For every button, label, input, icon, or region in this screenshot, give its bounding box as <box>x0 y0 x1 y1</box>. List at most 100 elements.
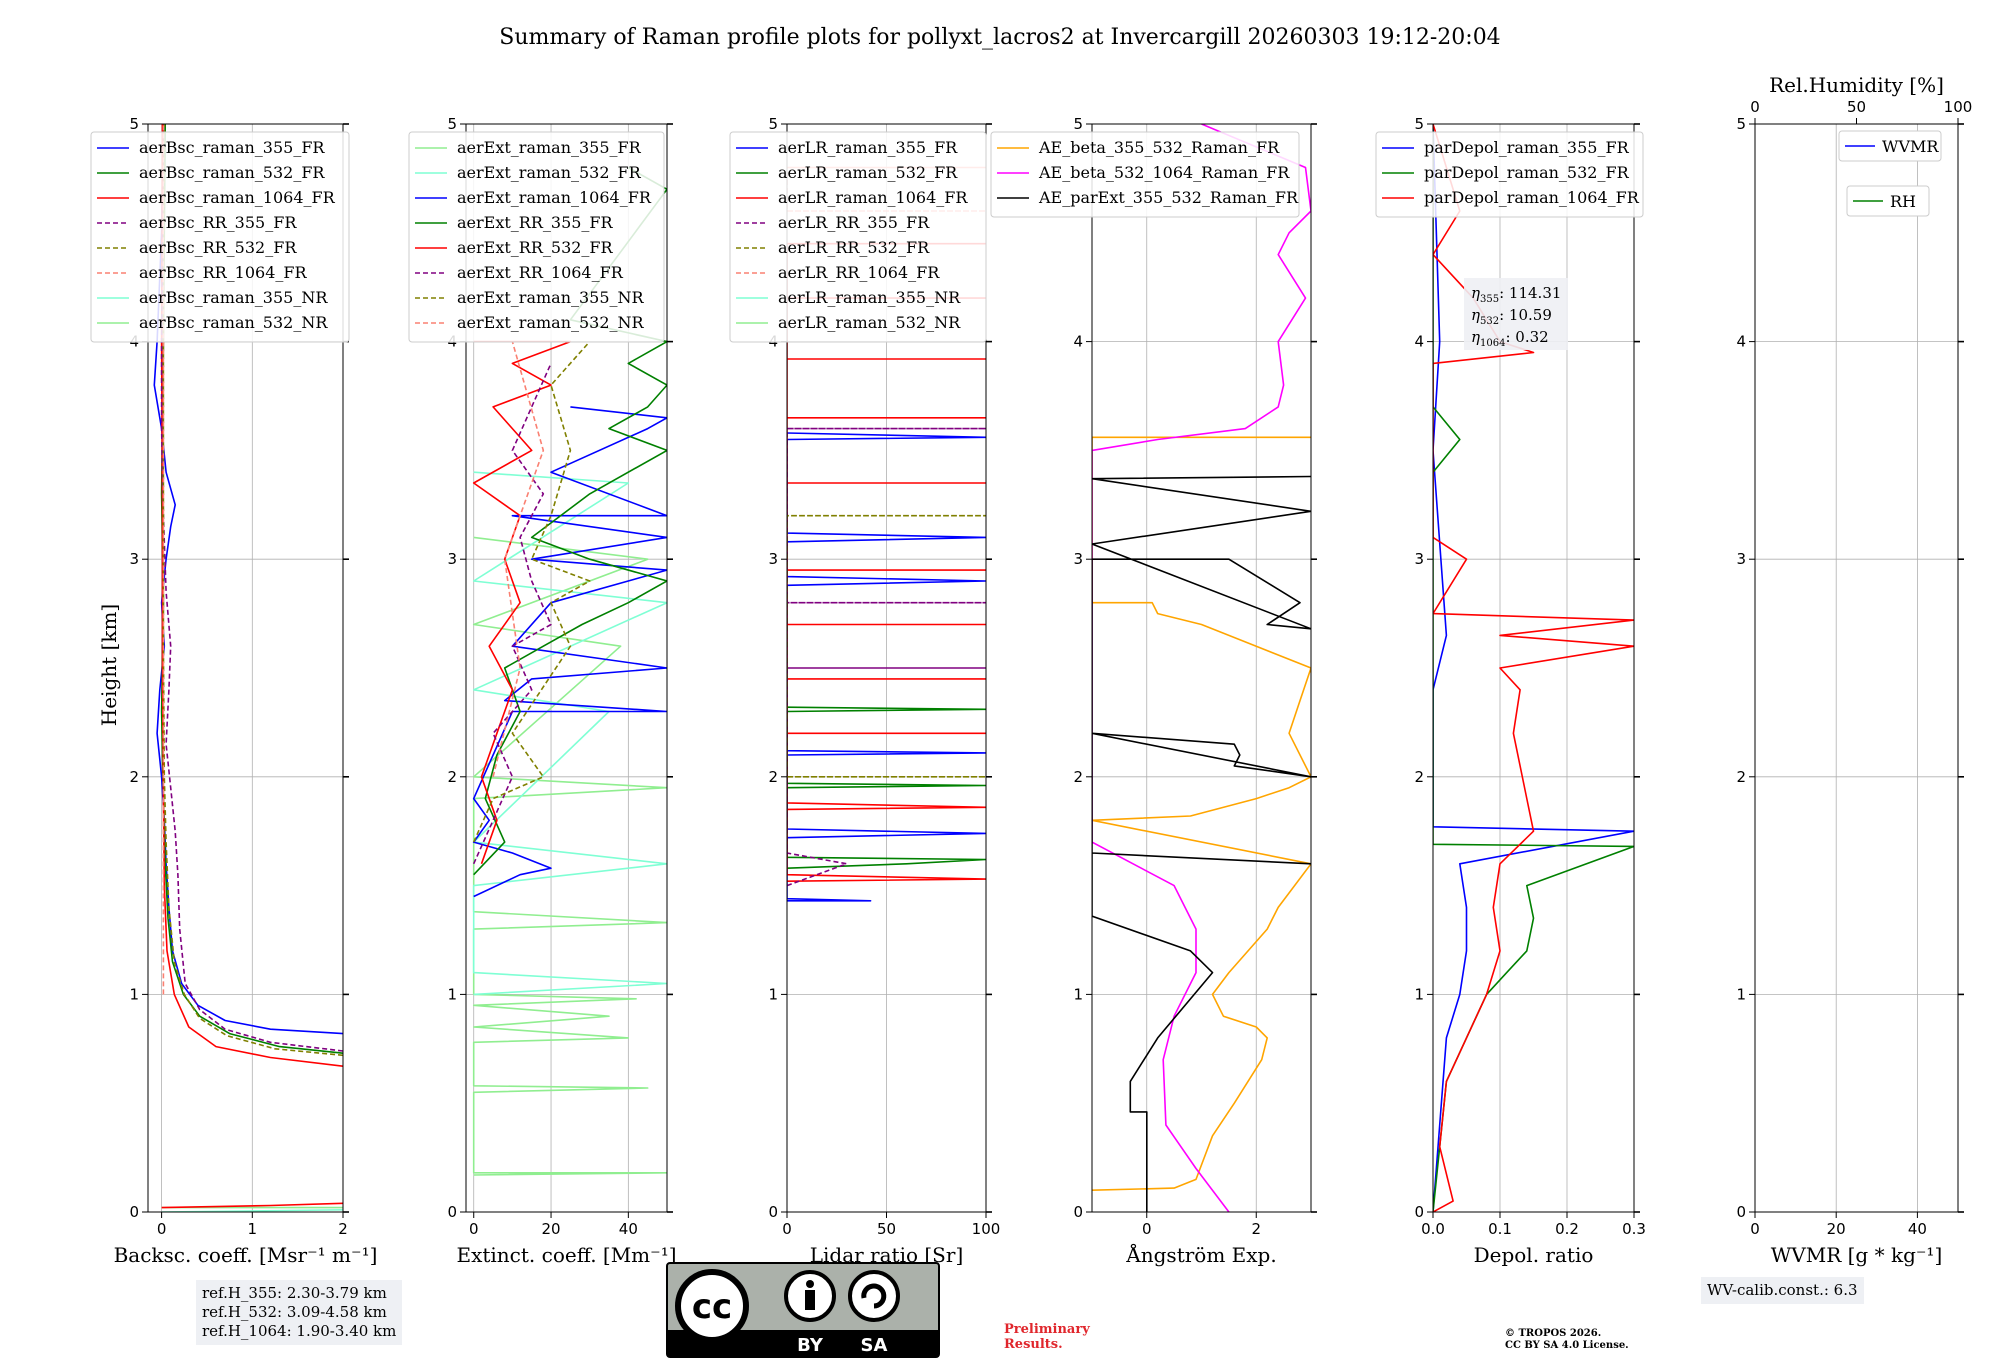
legend-label-ext-0: aerExt_raman_355_FR <box>457 138 642 157</box>
y-tick-label-bsc-2: 2 <box>129 768 139 786</box>
series-line-lr-1 <box>787 706 986 869</box>
legend-label-lr-3: aerLR_RR_355_FR <box>778 213 930 232</box>
y-tick-label-wv-3: 3 <box>1736 550 1746 568</box>
legend-label-lr-0: aerLR_raman_355_FR <box>778 138 958 157</box>
x-tick-label-bsc-2: 2 <box>338 1220 348 1238</box>
x-tick-label-ext-2: 40 <box>619 1220 638 1238</box>
y-tick-label-dep-2: 2 <box>1414 768 1424 786</box>
series-line-ae-1 <box>1092 124 1311 1212</box>
axes-frame-wv <box>1754 123 1959 1213</box>
x-tick-label-ext-0: 0 <box>469 1220 479 1238</box>
x-axis-label-wv: WVMR [g * kg⁻¹] <box>1771 1243 1943 1267</box>
legend-label-lr-7: aerLR_raman_532_NR <box>778 313 961 332</box>
legend-label-ext-4: aerExt_RR_532_FR <box>457 238 614 257</box>
legend-lr: aerLR_raman_355_FR aerLR_raman_532_FR aerL… <box>729 131 987 343</box>
reference-height-box: ref.H_355: 2.30-3.79 km ref.H_532: 3.09-… <box>196 1280 403 1345</box>
y-tick-label-ae-4: 4 <box>1073 333 1083 351</box>
panels: 012012345Backsc. coeff. [Msr⁻¹ m⁻¹]aerBs… <box>90 73 1973 1267</box>
series-line-lr-4 <box>787 514 986 778</box>
legend-dep: parDepol_raman_355_FR parDepol_raman_532_… <box>1375 131 1644 218</box>
by-icon-head <box>806 1280 814 1288</box>
y-tick-label-dep-3: 3 <box>1414 550 1424 568</box>
y-tick-label-wv-2: 2 <box>1736 768 1746 786</box>
y-tick-label-lr-1: 1 <box>768 985 778 1003</box>
series-line-bsc-0 <box>153 124 343 1035</box>
series-line-ae-0 <box>1092 436 1311 1191</box>
y-tick-label-dep-4: 4 <box>1414 333 1424 351</box>
y-tick-label-bsc-5: 5 <box>129 115 139 133</box>
y-tick-label-ext-5: 5 <box>447 115 457 133</box>
y-tick-label-lr-2: 2 <box>768 768 778 786</box>
top-axis-label-wv: Rel.Humidity [%] <box>1769 73 1944 97</box>
preliminary-line-2: Results. <box>1004 1337 1063 1352</box>
panel-ae: 0 2 0 1 2 3 4 5 Ångström Exp. AE_beta_355_532_Ram… <box>990 115 1317 1267</box>
legend-label-ae-2: AE_parExt_355_532_Raman_FR <box>1038 188 1299 207</box>
copyright-line-2: CC BY SA 4.0 License. <box>1505 1340 1629 1351</box>
x-tick-label-lr-2: 100 <box>972 1220 1001 1238</box>
x-tick-label-dep-0: 0.0 <box>1421 1220 1445 1238</box>
legend-ae: AE_beta_355_532_Raman_FR AE_beta_532_1064… <box>990 131 1300 218</box>
y-tick-label-ae-2: 2 <box>1073 768 1083 786</box>
legend-label-dep-1: parDepol_raman_532_FR <box>1424 163 1630 182</box>
top-tick-label-0: 0 <box>1750 98 1760 116</box>
legend-label-ae-0: AE_beta_355_532_Raman_FR <box>1038 138 1280 157</box>
y-tick-label-ext-2: 2 <box>447 768 457 786</box>
refh-line-1064: ref.H_1064: 1.90-3.40 km <box>202 1322 397 1340</box>
series-line-ext-0 <box>472 536 667 1176</box>
legend-box-bsc <box>90 131 350 343</box>
legend-box-ext <box>408 131 665 343</box>
x-axis-label-bsc: Backsc. coeff. [Msr⁻¹ m⁻¹] <box>114 1243 378 1267</box>
series-line-ext-6 <box>472 341 591 843</box>
copyright-note: © TROPOS 2026. CC BY SA 4.0 License. <box>1505 1328 1629 1352</box>
legend-box-lr <box>729 131 987 343</box>
y-tick-label-bsc-3: 3 <box>129 550 139 568</box>
legend-label-ext-6: aerExt_raman_355_NR <box>457 288 645 307</box>
top-tick-label-2: 100 <box>1944 98 1973 116</box>
legend-label-rh: RH <box>1890 192 1916 211</box>
series-line-dep-0 <box>1433 124 1634 1212</box>
cc-logo-icon <box>675 1269 749 1343</box>
x-tick-label-dep-3: 0.3 <box>1622 1220 1646 1238</box>
y-tick-label-ae-3: 3 <box>1073 550 1083 568</box>
figure-title: Summary of Raman profile plots for polly… <box>499 25 1500 50</box>
legend-label-ext-1: aerExt_raman_532_FR <box>457 163 642 182</box>
series-line-bsc-8 <box>161 1202 343 1209</box>
axes-frame-ae <box>1091 123 1312 1213</box>
copyright-line-1: © TROPOS 2026. <box>1505 1328 1602 1339</box>
y-tick-label-wv-0: 0 <box>1736 1203 1746 1221</box>
axes-frame-ext <box>465 123 668 1213</box>
legend-label-bsc-1: aerBsc_raman_532_FR <box>139 163 325 182</box>
wv-calib-text: WV-calib.const.: 6.3 <box>1707 1281 1858 1299</box>
legend-bsc: aerBsc_raman_355_FR aerBsc_raman_532_FRae… <box>90 131 350 343</box>
x-axis-label-ext: Extinct. coeff. [Mm⁻¹] <box>456 1243 676 1267</box>
sa-icon-arrow <box>861 1283 887 1309</box>
legend-rh: RH <box>1846 185 1930 217</box>
series-line-ext-2 <box>472 406 667 898</box>
legend-label-lr-1: aerLR_raman_532_FR <box>778 163 958 182</box>
legend-label-lr-2: aerLR_raman_1064_FR <box>778 188 968 207</box>
by-icon-body <box>805 1290 815 1310</box>
by-label: BY <box>797 1335 824 1356</box>
y-tick-label-wv-1: 1 <box>1736 985 1746 1003</box>
legend-label-lr-5: aerLR_RR_1064_FR <box>778 263 940 282</box>
legend-box-wvmr <box>1838 130 1942 162</box>
legend-box-dep <box>1375 131 1644 218</box>
top-tick-label-1: 50 <box>1847 98 1866 116</box>
panel-bsc: 012012345Backsc. coeff. [Msr⁻¹ m⁻¹]aerBs… <box>90 115 378 1267</box>
legend-label-bsc-6: aerBsc_raman_355_NR <box>139 288 328 307</box>
series-line-lr-3 <box>787 427 986 887</box>
axes-frame-dep <box>1432 123 1635 1213</box>
legend-label-bsc-3: aerBsc_RR_355_FR <box>139 213 297 232</box>
series-group-ext <box>472 166 667 1176</box>
y-tick-label-ae-5: 5 <box>1073 115 1083 133</box>
x-tick-label-wv-0: 0 <box>1750 1220 1760 1238</box>
legend-label-lr-4: aerLR_RR_532_FR <box>778 238 930 257</box>
legend-label-bsc-0: aerBsc_raman_355_FR <box>139 138 325 157</box>
x-tick-label-ae-1: 2 <box>1251 1220 1261 1238</box>
legend-label-ext-5: aerExt_RR_1064_FR <box>457 263 624 282</box>
x-tick-label-ext-1: 20 <box>541 1220 560 1238</box>
x-axis-label-dep: Depol. ratio <box>1474 1243 1594 1267</box>
preliminary-note: Preliminary Results. <box>1004 1322 1090 1352</box>
